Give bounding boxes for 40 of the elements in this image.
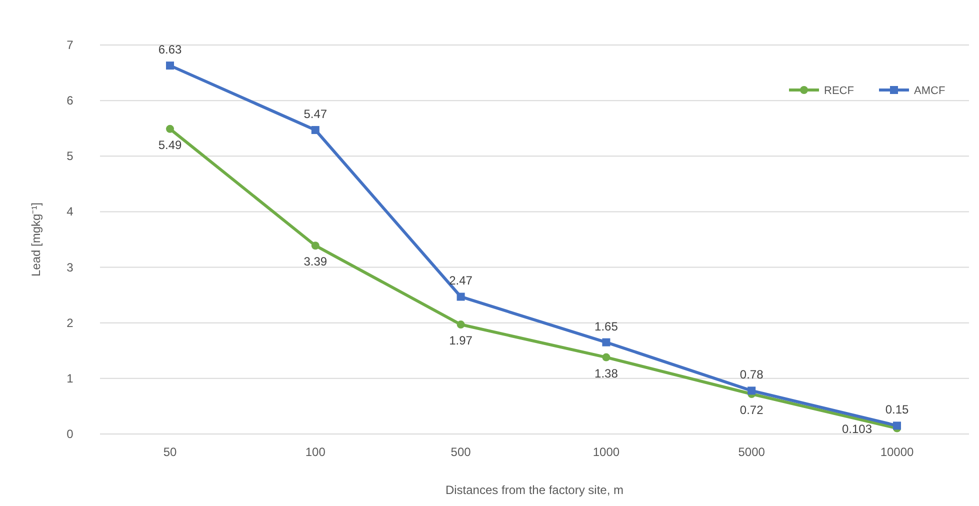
data-label: 0.78 bbox=[740, 368, 764, 382]
x-tick-label: 50 bbox=[163, 445, 177, 459]
y-tick-label: 6 bbox=[66, 94, 74, 108]
data-label: 2.47 bbox=[449, 274, 473, 288]
data-label: 5.49 bbox=[158, 138, 182, 152]
y-axis-title: Lead [mgkg⁻¹] bbox=[29, 202, 43, 277]
point bbox=[748, 386, 756, 395]
x-tick-label: 10000 bbox=[880, 445, 914, 459]
data-label: 6.63 bbox=[158, 42, 182, 57]
data-label: 5.47 bbox=[304, 107, 328, 122]
point bbox=[602, 353, 610, 362]
x-tick-label: 500 bbox=[450, 445, 472, 459]
point bbox=[311, 242, 320, 250]
data-label: 0.15 bbox=[885, 402, 909, 417]
data-label: 1.97 bbox=[449, 334, 473, 348]
data-label: 0.72 bbox=[740, 402, 764, 417]
data-label: 1.38 bbox=[594, 366, 618, 380]
legend-label: RECF bbox=[824, 85, 854, 97]
point bbox=[166, 62, 174, 70]
x-tick-label: 1000 bbox=[592, 445, 620, 459]
legend-label: AMCF bbox=[914, 85, 946, 97]
y-tick-label: 4 bbox=[66, 204, 74, 219]
point bbox=[893, 422, 901, 430]
data-label: 0.103 bbox=[842, 422, 872, 436]
y-tick-label: 0 bbox=[66, 427, 74, 441]
point bbox=[311, 126, 320, 134]
x-tick-label: 100 bbox=[305, 445, 326, 459]
y-tick-label: 5 bbox=[66, 149, 74, 164]
y-tick-label: 3 bbox=[66, 260, 74, 274]
y-tick-label: 7 bbox=[66, 38, 74, 52]
y-tick-label: 2 bbox=[66, 316, 74, 330]
x-tick-label: 5000 bbox=[738, 445, 766, 459]
x-axis-title: Distances from the factory site, m bbox=[445, 483, 624, 497]
point bbox=[166, 124, 174, 133]
y-tick-label: 1 bbox=[66, 371, 74, 386]
point bbox=[456, 320, 465, 329]
point bbox=[602, 338, 610, 346]
point bbox=[456, 292, 465, 301]
data-label: 1.65 bbox=[594, 319, 618, 334]
data-label: 3.39 bbox=[304, 254, 328, 269]
